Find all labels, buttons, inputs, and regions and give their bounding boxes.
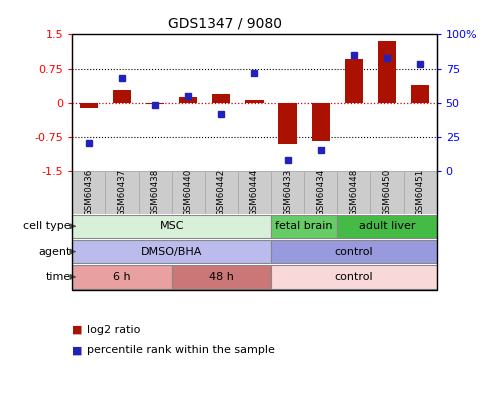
Bar <box>172 265 271 288</box>
Bar <box>337 215 437 238</box>
Text: GSM60450: GSM60450 <box>382 168 391 216</box>
Bar <box>271 215 337 238</box>
Bar <box>271 265 437 288</box>
Text: GSM60438: GSM60438 <box>151 168 160 216</box>
Text: GSM60442: GSM60442 <box>217 168 226 216</box>
Text: percentile rank within the sample: percentile rank within the sample <box>87 345 275 355</box>
Text: ■: ■ <box>72 325 83 335</box>
Bar <box>72 265 172 288</box>
Text: fetal brain: fetal brain <box>275 221 333 231</box>
Bar <box>72 240 271 263</box>
Text: GSM60448: GSM60448 <box>349 168 358 216</box>
Text: adult liver: adult liver <box>359 221 415 231</box>
Title: GDS1347 / 9080: GDS1347 / 9080 <box>168 17 282 30</box>
Bar <box>139 171 172 213</box>
Text: time: time <box>45 272 71 282</box>
Text: GSM60434: GSM60434 <box>316 168 325 216</box>
Text: GSM60444: GSM60444 <box>250 168 259 216</box>
Bar <box>212 94 231 102</box>
Bar <box>311 102 330 141</box>
Text: GSM60433: GSM60433 <box>283 168 292 216</box>
Text: GSM60440: GSM60440 <box>184 168 193 216</box>
Bar <box>146 102 164 104</box>
Text: cell type: cell type <box>23 221 71 231</box>
Bar <box>304 171 337 213</box>
Bar <box>179 97 198 102</box>
Bar <box>205 171 238 213</box>
Bar <box>80 102 98 108</box>
Text: GSM60451: GSM60451 <box>416 168 425 216</box>
Bar <box>271 171 304 213</box>
Bar <box>105 171 139 213</box>
Bar <box>378 41 396 102</box>
Text: log2 ratio: log2 ratio <box>87 325 141 335</box>
Bar <box>72 171 105 213</box>
Bar <box>172 171 205 213</box>
Bar <box>238 171 271 213</box>
Text: control: control <box>334 247 373 257</box>
Text: control: control <box>334 272 373 282</box>
Bar <box>246 100 263 102</box>
Bar <box>411 85 429 102</box>
Text: 6 h: 6 h <box>113 272 131 282</box>
Text: GSM60437: GSM60437 <box>118 168 127 216</box>
Bar <box>370 171 404 213</box>
Bar <box>337 171 370 213</box>
Bar <box>278 102 297 145</box>
Bar <box>345 60 363 102</box>
Bar <box>113 90 131 102</box>
Bar <box>72 215 271 238</box>
Text: GSM60436: GSM60436 <box>84 168 93 216</box>
Text: 48 h: 48 h <box>209 272 234 282</box>
Bar <box>271 240 437 263</box>
Text: DMSO/BHA: DMSO/BHA <box>141 247 203 257</box>
Text: MSC: MSC <box>160 221 184 231</box>
Text: agent: agent <box>38 247 71 257</box>
Text: ■: ■ <box>72 345 83 355</box>
Bar <box>404 171 437 213</box>
